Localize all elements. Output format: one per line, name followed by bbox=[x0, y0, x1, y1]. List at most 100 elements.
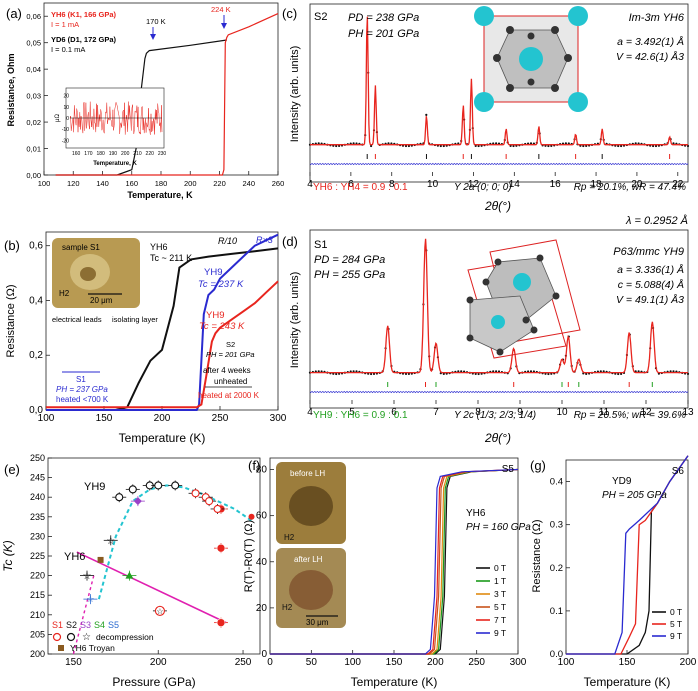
panel-d-xtick-label: 7 bbox=[433, 407, 439, 418]
panel-d-lambda: λ = 0.2952 Å bbox=[625, 214, 688, 227]
panel-f-xtick-label: 0 bbox=[267, 657, 273, 668]
panel-c-obs-point bbox=[617, 144, 620, 148]
panel-d-frame bbox=[309, 229, 689, 409]
panel-a-series-yh6 bbox=[55, 13, 279, 176]
panel-c-a: a = 3.492(1) Å bbox=[617, 35, 684, 48]
panel-a-letter: (a) bbox=[6, 6, 22, 21]
panel-b-ann-yh9a: YH9 bbox=[204, 267, 222, 278]
panel-g-legend-label: 9 T bbox=[670, 631, 682, 641]
panel-c-obs-point bbox=[355, 142, 358, 145]
panel-c-xlabel: 2θ(°) bbox=[484, 199, 511, 213]
panel-d-h-atom bbox=[482, 278, 490, 286]
panel-f-legend-label: 1 T bbox=[494, 576, 506, 586]
panel-b-series bbox=[46, 233, 279, 411]
panel-c-diff-line bbox=[309, 162, 689, 166]
panel-g-series-2 bbox=[566, 455, 689, 655]
panel-d-obs-point bbox=[599, 370, 602, 373]
panel-a-xlabel: Temperature, K bbox=[127, 190, 193, 200]
panel-b-ann-yh6: YH6 bbox=[150, 242, 168, 252]
panel-e-legend-s4: S4 bbox=[94, 620, 105, 630]
panel-c-obs-point bbox=[686, 144, 690, 148]
panel-c-footer-ratio: YH6 : YH4 = 0.9 : 0.1 bbox=[313, 182, 408, 193]
panel-d-y-atom bbox=[513, 273, 531, 291]
panel-b-inset-sample-label: sample S1 bbox=[62, 243, 100, 252]
panel-d-c: c = 5.088(4) Å bbox=[618, 278, 684, 291]
panel-d-obs-point bbox=[620, 372, 623, 375]
panel-b-ann-s1: S1 bbox=[76, 375, 86, 384]
panel-d-obs-point bbox=[672, 370, 675, 373]
panel-e-legend-s3: S3 bbox=[80, 620, 91, 630]
panel-f-sample: S5 bbox=[502, 464, 515, 475]
panel-b-ann-yh9a-tc: Tc = 237 K bbox=[198, 279, 244, 290]
panel-d-obs-point bbox=[370, 372, 373, 376]
panel-f-xtick-label: 200 bbox=[427, 657, 444, 668]
panel-g-ytick-label: 0.0 bbox=[550, 649, 563, 660]
panel-g-sample: S6 bbox=[672, 466, 685, 477]
panel-g-ylabel: Resistance (Ω) bbox=[531, 519, 543, 592]
panel-g-xlabel: Temperature (K) bbox=[584, 675, 671, 689]
panel-c-obs-point bbox=[654, 144, 658, 148]
panel-c-obs-point bbox=[652, 144, 655, 148]
panel-d-obs-point bbox=[474, 372, 477, 375]
panel-c-obs-point bbox=[390, 142, 393, 145]
panel-b-ann-s2: S2 bbox=[226, 340, 235, 349]
panel-c-crystal bbox=[474, 6, 588, 112]
panel-d-xtick-label: 6 bbox=[391, 407, 397, 418]
panel-f-ylabel: R(T)-R0(T) (Ω) bbox=[243, 520, 255, 592]
panel-b-ylabel: Resistance (Ω) bbox=[5, 284, 17, 357]
panel-e-label-yh6: YH6 bbox=[64, 551, 85, 563]
panel-d-xticks: 4 5 6 7 8 9 10 11 12 13 bbox=[307, 400, 694, 418]
panel-a-inset-ytick: -10 bbox=[62, 127, 69, 133]
panel-c-obs-point bbox=[439, 144, 442, 148]
panel-e-point-s2low-star: ☆ bbox=[156, 607, 163, 616]
panel-g-legend: 0 T 5 T 9 T bbox=[652, 607, 682, 641]
panel-g-series bbox=[566, 455, 689, 655]
panel-c-obs-point bbox=[495, 142, 498, 145]
panel-d-y-atom bbox=[491, 315, 505, 329]
panel-e-legend-s5: S5 bbox=[108, 620, 119, 630]
panel-b-ann-weeks2: unheated bbox=[214, 377, 247, 386]
panel-c-h-atom bbox=[506, 84, 514, 92]
panel-e-ytick-label: 205 bbox=[30, 629, 45, 639]
panel-e-point-s1high bbox=[248, 513, 255, 520]
panel-e-legend-star: ☆ bbox=[82, 632, 91, 643]
panel-e-letter: (e) bbox=[4, 462, 20, 477]
panel-c-obs-point bbox=[564, 142, 568, 145]
panel-d-pattern bbox=[308, 238, 690, 394]
panel-e-legend-marker-troyan bbox=[58, 645, 64, 651]
panel-e-ytick-label: 220 bbox=[30, 571, 45, 581]
panel-f-inset-after-label: after LH bbox=[294, 555, 323, 564]
panel-f-xtick-label: 100 bbox=[344, 657, 361, 668]
panel-f-inset-before-label: before LH bbox=[290, 469, 325, 478]
panel-b-inset-core bbox=[80, 267, 96, 281]
panel-f-legend-label: 7 T bbox=[494, 615, 506, 625]
panel-e-yticks: 200 205 210 215 220 225 230 235 240 245 250 bbox=[30, 453, 52, 659]
panel-b-ytick-label: 0,0 bbox=[29, 405, 43, 416]
panel-c-xtick-label: 14 bbox=[509, 179, 521, 190]
panel-e-label-yh9: YH9 bbox=[84, 481, 105, 493]
panel-c-xtick-label: 6 bbox=[348, 179, 354, 190]
panel-d-xtick-label: 12 bbox=[640, 407, 652, 418]
panel-f-series bbox=[270, 468, 519, 655]
panel-b-xtick-label: 300 bbox=[270, 413, 287, 424]
panel-e-point-decomp: ☆ bbox=[83, 571, 92, 582]
panel-e-point-s2 bbox=[191, 489, 200, 498]
panel-e-xtick-label: 150 bbox=[65, 657, 82, 668]
panel-d-obs-point bbox=[477, 372, 480, 376]
panel-c-obs-point bbox=[547, 144, 550, 148]
panel-c-y-corner bbox=[474, 6, 494, 26]
panel-c-calc-line bbox=[310, 16, 688, 146]
panel-d-xlabel: 2θ(°) bbox=[484, 431, 511, 445]
panel-d-footer-right: Rp = 20.5%; wR = 39.6% bbox=[574, 410, 686, 421]
panel-e-point-s2 bbox=[154, 481, 163, 490]
panel-c-ph: PH = 201 GPa bbox=[348, 28, 419, 40]
panel-e-ytick-label: 245 bbox=[30, 473, 45, 483]
panel-a-ytick-label: 0,04 bbox=[26, 65, 41, 74]
panel-d-xtick-label: 4 bbox=[307, 407, 313, 418]
panel-g-yticks: 0.0 0.1 0.2 0.3 0.4 bbox=[550, 477, 570, 660]
panel-a-ann-170: 170 K bbox=[146, 17, 166, 26]
panel-a-ytick-label: 0,06 bbox=[26, 12, 41, 21]
panel-c-xtick-label: 12 bbox=[468, 179, 480, 190]
panel-a-inset-xtick: 200 bbox=[121, 151, 130, 157]
panel-a-legend-yd6: YD6 (D1, 172 GPa) bbox=[51, 35, 117, 44]
